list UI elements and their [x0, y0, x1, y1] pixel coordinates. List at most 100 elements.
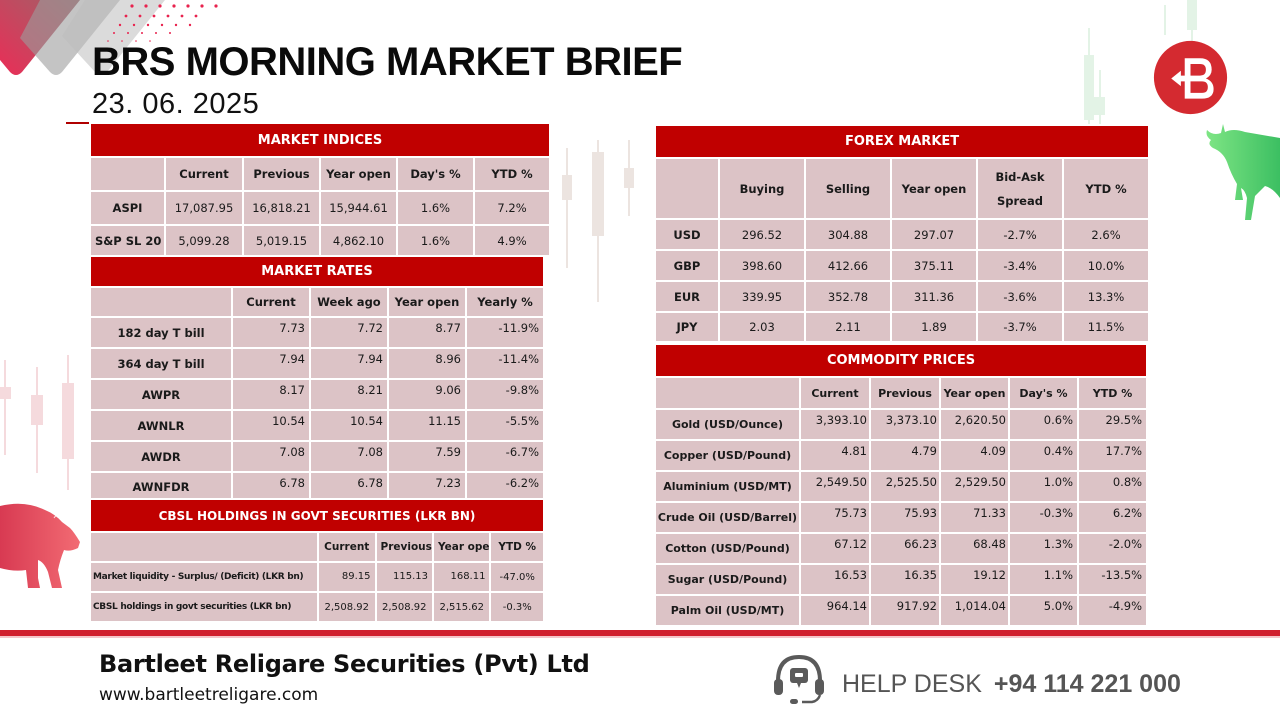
table-row: JPY 2.03 2.11 1.89 -3.7% 11.5% — [656, 313, 1149, 341]
table-row: USD 296.52 304.88 297.07 -2.7% 2.6% — [656, 220, 1149, 249]
cell-value: 0.6% — [1010, 410, 1077, 439]
cell-value: 398.60 — [720, 251, 804, 280]
cell-value: -3.6% — [978, 282, 1062, 311]
table-row: AWNFDR 6.78 6.78 7.23 -6.2% — [91, 473, 544, 500]
red-candlestick-decoration — [0, 355, 74, 490]
row-label: Gold (USD/Ounce) — [656, 410, 799, 439]
cell-value: 1,014.04 — [941, 596, 1008, 625]
cell-value: 7.08 — [311, 442, 387, 471]
cell-value: 10.0% — [1064, 251, 1149, 280]
cell-value: 311.36 — [892, 282, 976, 311]
cell-value: 0.4% — [1010, 441, 1077, 470]
row-label: Cotton (USD/Pound) — [656, 534, 799, 563]
column-header: Current — [801, 378, 869, 408]
commodity-prices-table: COMMODITY PRICES Current Previous Year o… — [654, 343, 1149, 627]
cell-value: 16.53 — [801, 565, 869, 594]
cell-value: 0.8% — [1079, 472, 1147, 501]
cell-value: -11.9% — [467, 318, 544, 347]
column-header: YTD % — [1064, 159, 1149, 218]
row-label: Palm Oil (USD/MT) — [656, 596, 799, 625]
cell-value: -0.3% — [1010, 503, 1077, 532]
cell-value: 4.79 — [871, 441, 939, 470]
cell-value: 4.09 — [941, 441, 1008, 470]
cell-value: 964.14 — [801, 596, 869, 625]
cell-value: 917.92 — [871, 596, 939, 625]
column-header: YTD % — [475, 158, 550, 190]
cell-value: -2.0% — [1079, 534, 1147, 563]
column-header: Year open — [941, 378, 1008, 408]
column-header: Selling — [806, 159, 890, 218]
help-desk-phone[interactable]: +94 114 221 000 — [993, 670, 1181, 698]
table-row: ASPI 17,087.95 16,818.21 15,944.61 1.6% … — [91, 192, 550, 224]
row-label: Copper (USD/Pound) — [656, 441, 799, 470]
column-header — [91, 288, 231, 316]
cell-value: 29.5% — [1079, 410, 1147, 439]
column-header — [91, 533, 318, 561]
cell-value: -0.3% — [491, 593, 543, 621]
table-row: Aluminium (USD/MT) 2,549.50 2,525.50 2,5… — [656, 472, 1147, 501]
cell-value: 3,373.10 — [871, 410, 939, 439]
footer-divider — [0, 630, 1280, 636]
cell-value: 1.0% — [1010, 472, 1077, 501]
row-label: USD — [656, 220, 718, 249]
cell-value: 297.07 — [892, 220, 976, 249]
cell-value: 2,620.50 — [941, 410, 1008, 439]
cell-value: 1.6% — [398, 192, 473, 224]
row-label: Market liquidity - Surplus/ (Deficit) (L… — [91, 563, 318, 591]
cell-value: 1.1% — [1010, 565, 1077, 594]
cell-value: 4,862.10 — [321, 226, 396, 255]
column-header: YTD % — [491, 533, 543, 561]
website-link[interactable]: www.bartleetreligare.com — [99, 685, 319, 705]
help-desk-label: HELP DESK — [842, 670, 982, 698]
table-row: Market liquidity - Surplus/ (Deficit) (L… — [91, 563, 543, 591]
cell-value: 7.94 — [233, 349, 309, 378]
cell-value: 7.08 — [233, 442, 309, 471]
column-header: Year open — [389, 288, 465, 316]
cell-value: 3,393.10 — [801, 410, 869, 439]
cell-value: 8.77 — [389, 318, 465, 347]
report-date: 23. 06. 2025 — [92, 88, 260, 120]
column-header: Current — [233, 288, 309, 316]
table-row: Crude Oil (USD/Barrel) 75.73 75.93 71.33… — [656, 503, 1147, 532]
cell-value: 1.6% — [398, 226, 473, 255]
section-title: FOREX MARKET — [656, 126, 1149, 157]
row-label: AWDR — [91, 442, 231, 471]
column-header: Year open — [892, 159, 976, 218]
column-header: Previous — [244, 158, 319, 190]
table-row: Palm Oil (USD/MT) 964.14 917.92 1,014.04… — [656, 596, 1147, 625]
cell-value: -2.7% — [978, 220, 1062, 249]
row-label: AWPR — [91, 380, 231, 409]
forex-market-table: FOREX MARKET Buying Selling Year open Bi… — [654, 124, 1151, 343]
column-header — [91, 158, 164, 190]
headset-icon — [774, 654, 824, 704]
cell-value: 66.23 — [871, 534, 939, 563]
bull-icon — [1206, 124, 1280, 220]
column-header: Year open — [433, 533, 490, 561]
cell-value: 7.23 — [389, 473, 465, 500]
row-label: Crude Oil (USD/Barrel) — [656, 503, 799, 532]
row-label: JPY — [656, 313, 718, 341]
row-label: 364 day T bill — [91, 349, 231, 378]
cell-value: 9.06 — [389, 380, 465, 409]
cell-value: 2,549.50 — [801, 472, 869, 501]
cell-value: 8.96 — [389, 349, 465, 378]
column-header: Current — [319, 533, 375, 561]
row-label: GBP — [656, 251, 718, 280]
column-header — [656, 378, 799, 408]
cell-value: 352.78 — [806, 282, 890, 311]
cell-value: 5.0% — [1010, 596, 1077, 625]
cell-value: 8.21 — [311, 380, 387, 409]
column-header: Previous — [871, 378, 939, 408]
cell-value: 8.17 — [233, 380, 309, 409]
cell-value: -5.5% — [467, 411, 544, 440]
table-row: Cotton (USD/Pound) 67.12 66.23 68.48 1.3… — [656, 534, 1147, 563]
table-row: Copper (USD/Pound) 4.81 4.79 4.09 0.4% 1… — [656, 441, 1147, 470]
column-header: Week ago — [311, 288, 387, 316]
candlestick-decoration — [562, 140, 634, 302]
cell-value: -13.5% — [1079, 565, 1147, 594]
cell-value: 19.12 — [941, 565, 1008, 594]
cell-value: 7.2% — [475, 192, 550, 224]
column-header: Bid-Ask Spread — [978, 159, 1062, 218]
cell-value: 2,515.62 — [433, 593, 490, 621]
cell-value: 2,525.50 — [871, 472, 939, 501]
